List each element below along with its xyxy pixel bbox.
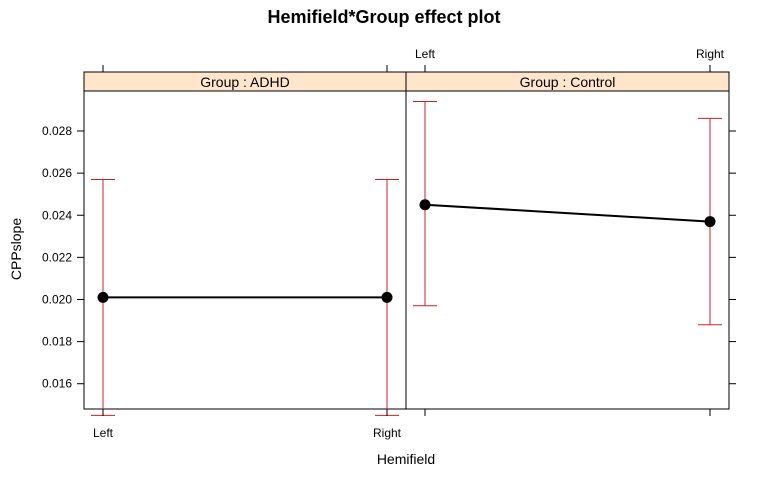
- x-tick-label-top: Right: [696, 47, 725, 61]
- data-point: [704, 216, 716, 228]
- panel-strip-label-2: Group : Control: [520, 74, 616, 90]
- plot-area: Group : ADHD Group : Control 0.016 0.018 0.0…: [42, 47, 736, 440]
- y-tick-label: 0.018: [42, 335, 72, 349]
- x-tick-label-top: Left: [415, 47, 436, 61]
- data-point: [419, 199, 431, 211]
- chart-title: Hemifield*Group effect plot: [267, 7, 500, 27]
- y-tick-label: 0.028: [42, 124, 72, 138]
- series-line: [424, 203, 711, 223]
- y-tick-label: 0.026: [42, 166, 72, 180]
- panel-strip-label-1: Group : ADHD: [200, 74, 289, 90]
- y-tick-label: 0.016: [42, 377, 72, 391]
- y-tick-label: 0.020: [42, 292, 72, 306]
- x-tick-label-bottom: Right: [373, 426, 402, 440]
- panel-frame-1: [83, 90, 407, 410]
- panel-frame-2: [405, 90, 730, 410]
- y-tick-label: 0.022: [42, 250, 72, 264]
- y-tick-label: 0.024: [42, 208, 72, 222]
- data-point: [381, 291, 393, 303]
- data-point: [97, 291, 109, 303]
- y-axis-title: CPPslope: [8, 218, 24, 280]
- x-axis-title: Hemifield: [377, 451, 435, 467]
- x-tick-label-bottom: Left: [93, 426, 114, 440]
